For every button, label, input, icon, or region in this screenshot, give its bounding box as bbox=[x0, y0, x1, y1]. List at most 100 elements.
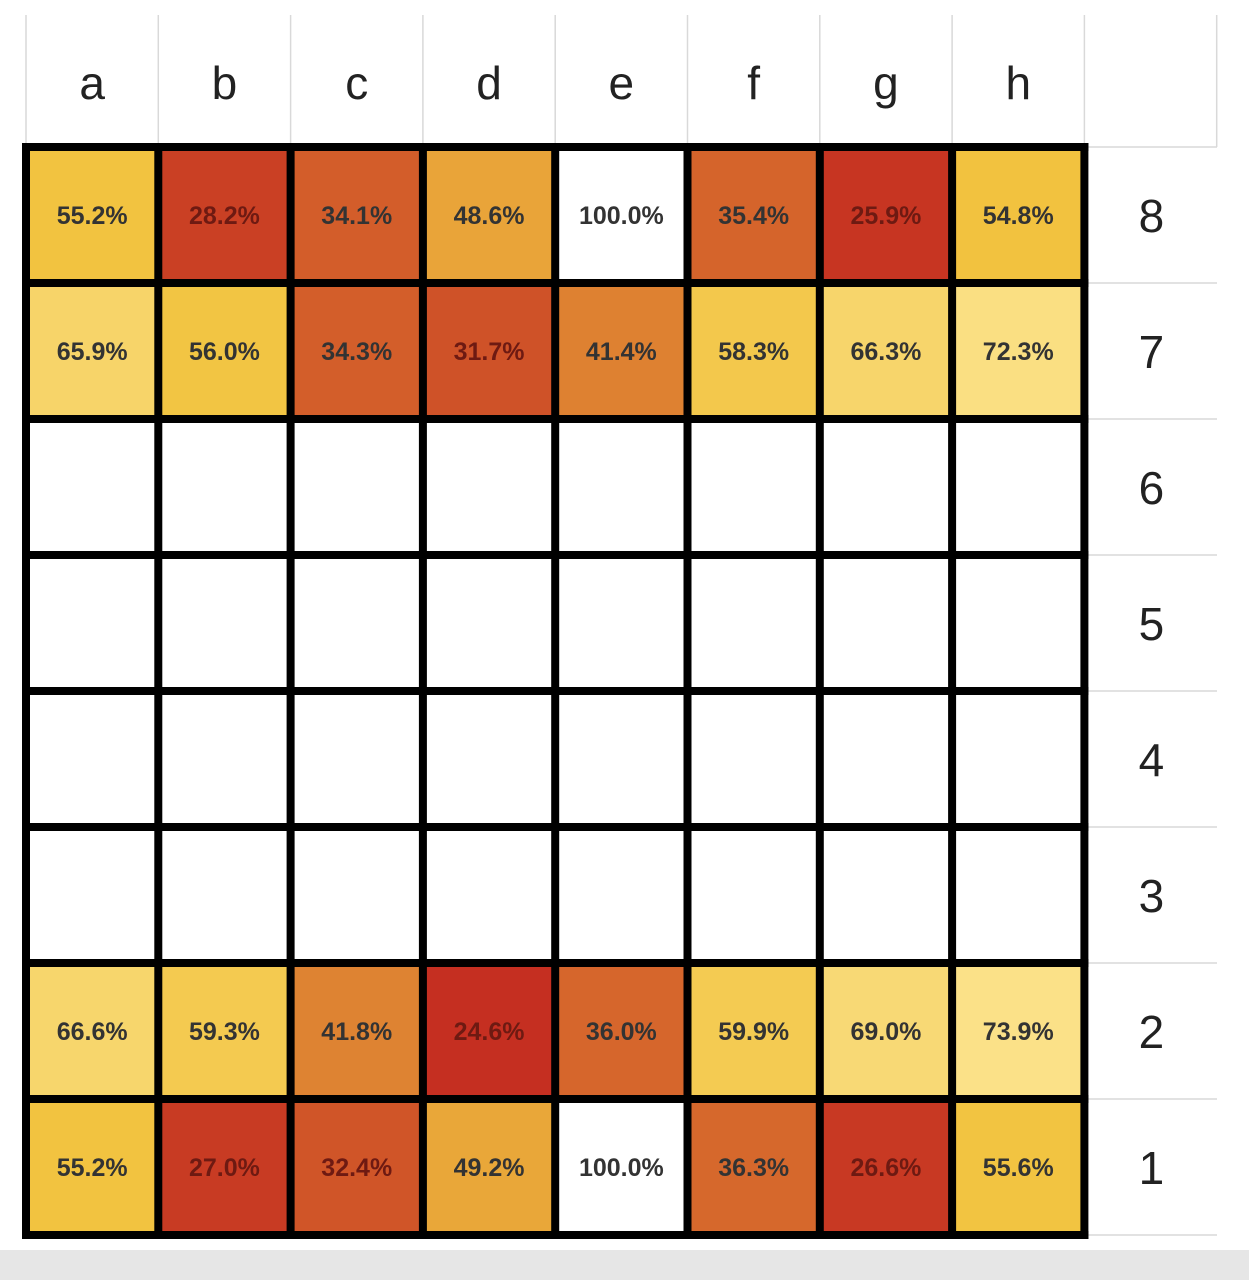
cell-b5 bbox=[158, 555, 291, 691]
cell-value-d1: 49.2% bbox=[454, 1154, 525, 1182]
cell-value-a8: 55.2% bbox=[57, 202, 128, 230]
cell-e7 bbox=[555, 283, 688, 419]
cell-e8 bbox=[555, 147, 688, 283]
cell-h5 bbox=[952, 555, 1085, 691]
cell-value-h7: 72.3% bbox=[983, 338, 1054, 366]
cell-value-e8: 100.0% bbox=[579, 202, 664, 230]
cell-f2 bbox=[687, 963, 820, 1099]
cell-value-b8: 28.2% bbox=[189, 202, 260, 230]
cell-h2 bbox=[952, 963, 1085, 1099]
cell-f5 bbox=[687, 555, 820, 691]
cell-f7 bbox=[687, 283, 820, 419]
cell-b4 bbox=[158, 691, 291, 827]
file-label-h: h bbox=[1005, 57, 1031, 109]
cell-value-a2: 66.6% bbox=[57, 1018, 128, 1046]
cell-value-labels: 55.2% 28.2% 34.1% 48.6% 100.0% 35.4% 25.9% 54.8… bbox=[57, 202, 1054, 1182]
cell-h4 bbox=[952, 691, 1085, 827]
cell-value-h1: 55.6% bbox=[983, 1154, 1054, 1182]
cell-value-h2: 73.9% bbox=[983, 1018, 1054, 1046]
cell-value-f1: 36.3% bbox=[718, 1154, 789, 1182]
file-labels: a b c d e f g h bbox=[79, 57, 1031, 109]
cell-c8 bbox=[290, 147, 423, 283]
cell-value-c8: 34.1% bbox=[321, 202, 392, 230]
cell-g3 bbox=[819, 827, 953, 963]
cell-value-e1: 100.0% bbox=[579, 1154, 664, 1182]
cell-d5 bbox=[422, 555, 556, 691]
cell-value-e2: 36.0% bbox=[586, 1018, 657, 1046]
cell-h8 bbox=[952, 147, 1085, 283]
cell-value-g8: 25.9% bbox=[851, 202, 922, 230]
cell-g8 bbox=[819, 147, 953, 283]
cell-f3 bbox=[687, 827, 820, 963]
cell-e3 bbox=[555, 827, 688, 963]
cell-value-f8: 35.4% bbox=[718, 202, 789, 230]
cell-value-c7: 34.3% bbox=[321, 338, 392, 366]
cell-value-e7: 41.4% bbox=[586, 338, 657, 366]
cell-value-g1: 26.6% bbox=[851, 1154, 922, 1182]
cell-c5 bbox=[290, 555, 423, 691]
cell-b7 bbox=[158, 283, 291, 419]
rank-label-1: 1 bbox=[1139, 1142, 1165, 1194]
cell-d1 bbox=[422, 1099, 556, 1235]
cell-a8 bbox=[26, 147, 159, 283]
rank-labels: 8 7 6 5 4 3 2 1 bbox=[1139, 190, 1165, 1194]
rank-label-5: 5 bbox=[1139, 598, 1165, 650]
cell-e1 bbox=[555, 1099, 688, 1235]
cell-g4 bbox=[819, 691, 953, 827]
cell-value-d8: 48.6% bbox=[454, 202, 525, 230]
cell-value-b1: 27.0% bbox=[189, 1154, 260, 1182]
cell-f1 bbox=[687, 1099, 820, 1235]
cell-c1 bbox=[290, 1099, 423, 1235]
cell-value-c2: 41.8% bbox=[321, 1018, 392, 1046]
cell-c4 bbox=[290, 691, 423, 827]
cell-value-g2: 69.0% bbox=[851, 1018, 922, 1046]
cell-value-b2: 59.3% bbox=[189, 1018, 260, 1046]
cell-value-c1: 32.4% bbox=[321, 1154, 392, 1182]
cell-a6 bbox=[26, 419, 159, 555]
cell-h7 bbox=[952, 283, 1085, 419]
cell-e5 bbox=[555, 555, 688, 691]
rank-label-6: 6 bbox=[1139, 462, 1165, 514]
cell-d8 bbox=[422, 147, 556, 283]
spreadsheet-gridlines bbox=[25, 15, 1218, 1236]
cell-b3 bbox=[158, 827, 291, 963]
cell-b2 bbox=[158, 963, 291, 1099]
file-label-d: d bbox=[476, 57, 502, 109]
cell-f6 bbox=[687, 419, 820, 555]
cell-d7 bbox=[422, 283, 556, 419]
cell-e4 bbox=[555, 691, 688, 827]
cell-c7 bbox=[290, 283, 423, 419]
cell-c3 bbox=[290, 827, 423, 963]
file-label-b: b bbox=[212, 57, 238, 109]
cell-value-b7: 56.0% bbox=[189, 338, 260, 366]
rank-label-8: 8 bbox=[1139, 190, 1165, 242]
cell-value-d2: 24.6% bbox=[454, 1018, 525, 1046]
cell-value-f7: 58.3% bbox=[718, 338, 789, 366]
cell-d2 bbox=[422, 963, 556, 1099]
cell-h6 bbox=[952, 419, 1085, 555]
heatmap-cells bbox=[26, 147, 1085, 1235]
rank-label-7: 7 bbox=[1139, 326, 1165, 378]
cell-g6 bbox=[819, 419, 953, 555]
cell-h1 bbox=[952, 1099, 1085, 1235]
cell-a7 bbox=[26, 283, 159, 419]
cell-b6 bbox=[158, 419, 291, 555]
cell-a3 bbox=[26, 827, 159, 963]
rank-label-4: 4 bbox=[1139, 734, 1165, 786]
cell-e2 bbox=[555, 963, 688, 1099]
file-label-c: c bbox=[345, 57, 368, 109]
rank-label-2: 2 bbox=[1139, 1006, 1165, 1058]
cell-g5 bbox=[819, 555, 953, 691]
file-label-e: e bbox=[609, 57, 635, 109]
cell-f4 bbox=[687, 691, 820, 827]
rank-label-3: 3 bbox=[1139, 870, 1165, 922]
cell-a1 bbox=[26, 1099, 159, 1235]
file-label-a: a bbox=[79, 57, 105, 109]
cell-b1 bbox=[158, 1099, 291, 1235]
cell-value-h8: 54.8% bbox=[983, 202, 1054, 230]
cell-value-f2: 59.9% bbox=[718, 1018, 789, 1046]
cell-b8 bbox=[158, 147, 291, 283]
file-label-f: f bbox=[747, 57, 760, 109]
bottom-band bbox=[0, 1250, 1249, 1280]
